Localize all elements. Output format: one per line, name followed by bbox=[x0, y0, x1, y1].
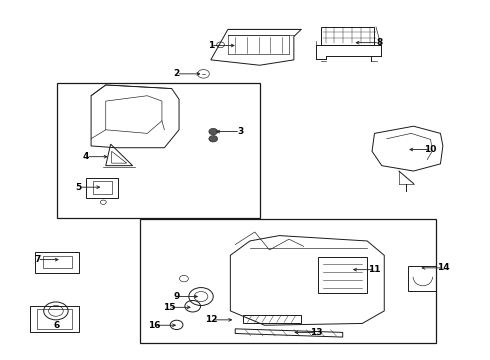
Text: 15: 15 bbox=[163, 303, 175, 312]
Text: 9: 9 bbox=[173, 292, 180, 301]
Bar bbox=[318, 257, 367, 293]
Bar bbox=[37, 309, 72, 329]
Text: 14: 14 bbox=[437, 264, 449, 273]
Bar bbox=[57, 83, 260, 218]
Text: 5: 5 bbox=[76, 183, 82, 192]
Bar bbox=[243, 315, 301, 323]
Text: 11: 11 bbox=[368, 265, 381, 274]
Text: 13: 13 bbox=[310, 328, 322, 337]
Text: 10: 10 bbox=[424, 145, 437, 154]
Bar bbox=[93, 181, 112, 194]
Text: 4: 4 bbox=[83, 152, 89, 161]
Text: 8: 8 bbox=[376, 38, 383, 47]
Bar bbox=[30, 306, 79, 332]
Text: 16: 16 bbox=[148, 321, 161, 330]
Text: 1: 1 bbox=[208, 41, 214, 50]
Circle shape bbox=[209, 135, 218, 142]
Text: 3: 3 bbox=[237, 127, 243, 136]
Text: 7: 7 bbox=[34, 255, 41, 264]
Circle shape bbox=[209, 129, 218, 135]
Bar bbox=[140, 220, 436, 343]
Text: 6: 6 bbox=[54, 321, 60, 330]
Text: 2: 2 bbox=[173, 69, 180, 78]
Bar bbox=[43, 256, 72, 268]
Bar bbox=[86, 178, 118, 198]
Bar bbox=[408, 266, 436, 291]
Text: 12: 12 bbox=[204, 315, 217, 324]
Bar bbox=[35, 252, 79, 273]
Bar bbox=[321, 27, 374, 45]
